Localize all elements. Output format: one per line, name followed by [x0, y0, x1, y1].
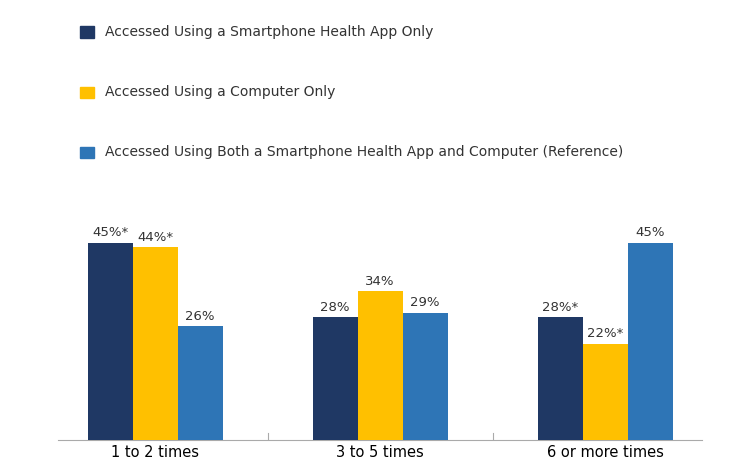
- Bar: [313, 317, 357, 440]
- Text: 26%: 26%: [186, 310, 215, 323]
- Text: Accessed Using a Computer Only: Accessed Using a Computer Only: [105, 85, 335, 99]
- Text: 29%: 29%: [410, 296, 440, 309]
- Bar: [583, 344, 627, 440]
- Bar: [537, 317, 583, 440]
- Bar: [627, 243, 673, 440]
- Text: Accessed Using Both a Smartphone Health App and Computer (Reference): Accessed Using Both a Smartphone Health …: [105, 145, 623, 159]
- Text: 34%: 34%: [366, 275, 395, 288]
- Text: 44%*: 44%*: [137, 231, 173, 244]
- Bar: [403, 313, 447, 440]
- Bar: [88, 243, 133, 440]
- Text: Accessed Using a Smartphone Health App Only: Accessed Using a Smartphone Health App O…: [105, 25, 433, 39]
- Bar: [357, 291, 403, 440]
- Bar: [178, 326, 223, 440]
- Text: 22%*: 22%*: [587, 327, 624, 340]
- Bar: [133, 247, 178, 440]
- Text: 28%*: 28%*: [542, 301, 578, 314]
- Text: 45%: 45%: [635, 226, 664, 239]
- Text: 45%*: 45%*: [92, 226, 129, 239]
- Text: 28%: 28%: [320, 301, 350, 314]
